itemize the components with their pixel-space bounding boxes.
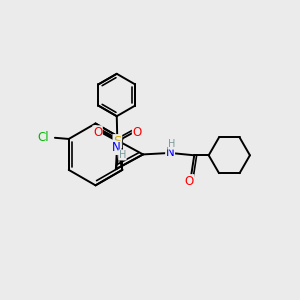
Text: Cl: Cl [37, 131, 49, 144]
Text: H: H [168, 139, 175, 149]
Text: O: O [184, 175, 194, 188]
Text: N: N [112, 141, 121, 154]
Text: S: S [113, 135, 122, 148]
Text: H: H [119, 150, 126, 160]
Text: N: N [166, 146, 175, 159]
Text: O: O [132, 126, 142, 139]
Text: O: O [93, 126, 102, 139]
